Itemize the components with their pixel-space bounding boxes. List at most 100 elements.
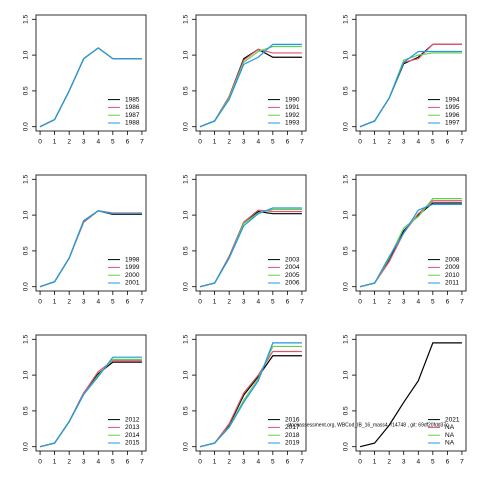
legend-label: 1994: [445, 96, 460, 103]
y-tick-label: 0.0: [23, 282, 30, 291]
x-tick-label: 1: [373, 139, 377, 146]
y-tick-label: 1.0: [183, 370, 190, 379]
x-tick-label: 2: [387, 139, 391, 146]
x-tick-label: 4: [256, 299, 260, 306]
x-tick-label: 3: [242, 139, 246, 146]
plot-frame: [35, 14, 147, 132]
legend-label: 2000: [125, 272, 140, 279]
x-tick-label: 7: [460, 139, 464, 146]
y-tick-label: 0.0: [343, 442, 350, 451]
x-tick-label: 4: [256, 139, 260, 146]
x-tick-label: 5: [111, 139, 115, 146]
legend-label: 2021: [445, 416, 460, 423]
legend-label: 1995: [445, 104, 460, 111]
x-tick-label: 4: [96, 299, 100, 306]
y-tick-label: 1.0: [23, 50, 30, 59]
y-tick-label: 1.5: [343, 174, 350, 183]
series-line: [39, 356, 142, 448]
legend-label: 2010: [445, 272, 460, 279]
x-tick-label: 6: [446, 139, 450, 146]
y-tick-label: 0.0: [23, 442, 30, 451]
x-tick-label: 7: [460, 459, 464, 466]
y-tick-label: 1.0: [343, 50, 350, 59]
footer: stockassessment.org, WBCod_IB_16_mass4, …: [287, 422, 449, 428]
plot-frame: [355, 334, 467, 452]
x-tick-label: 4: [96, 139, 100, 146]
x-tick-label: 5: [431, 299, 435, 306]
x-tick-label: 1: [213, 139, 217, 146]
y-tick-label: 1.5: [183, 334, 190, 343]
y-tick-label: 0.0: [183, 282, 190, 291]
x-tick-label: 6: [446, 459, 450, 466]
x-tick-label: 0: [38, 459, 42, 466]
x-tick-label: 6: [126, 299, 130, 306]
x-tick-label: 1: [373, 459, 377, 466]
legend-label: 1985: [125, 96, 140, 103]
x-tick-label: 4: [256, 459, 260, 466]
legend-label: NA: [445, 424, 455, 431]
y-tick-label: 1.0: [183, 50, 190, 59]
x-tick-label: 7: [140, 139, 144, 146]
y-tick-label: 0.5: [183, 86, 190, 95]
x-tick-label: 2: [67, 139, 71, 146]
legend-label: 2001: [125, 280, 140, 287]
y-tick-label: 0.5: [343, 86, 350, 95]
x-tick-label: 6: [126, 139, 130, 146]
x-tick-label: 6: [286, 459, 290, 466]
x-tick-label: 7: [300, 139, 304, 146]
legend-label: 2003: [285, 256, 300, 263]
legend-label: 1999: [125, 264, 140, 271]
x-tick-label: 0: [38, 299, 42, 306]
x-tick-label: 4: [416, 459, 420, 466]
x-tick-label: 5: [271, 139, 275, 146]
y-tick-label: 0.0: [343, 282, 350, 291]
y-tick-label: 0.0: [183, 122, 190, 131]
plot-frame: [355, 14, 467, 132]
x-tick-label: 0: [358, 139, 362, 146]
legend-label: 1992: [285, 112, 300, 119]
x-tick-label: 4: [96, 459, 100, 466]
y-tick-label: 0.5: [343, 406, 350, 415]
plot-frame: [195, 14, 307, 132]
y-tick-label: 0.0: [183, 442, 190, 451]
legend-label: 2006: [285, 280, 300, 287]
x-tick-label: 5: [111, 459, 115, 466]
x-tick-label: 7: [140, 299, 144, 306]
y-tick-label: 1.5: [23, 14, 30, 23]
legend-label: 1991: [285, 104, 300, 111]
x-tick-label: 7: [300, 459, 304, 466]
y-tick-label: 1.0: [23, 210, 30, 219]
legend-label: 2016: [285, 416, 300, 423]
y-tick-label: 1.5: [343, 14, 350, 23]
y-tick-label: 0.5: [23, 86, 30, 95]
legend-label: NA: [445, 432, 455, 439]
x-tick-label: 1: [53, 459, 57, 466]
y-tick-label: 1.5: [23, 334, 30, 343]
x-tick-label: 3: [402, 299, 406, 306]
x-tick-label: 2: [387, 299, 391, 306]
legend-label: 1998: [125, 256, 140, 263]
plot-frame: [355, 174, 467, 292]
series-line: [359, 50, 462, 128]
x-tick-label: 3: [242, 459, 246, 466]
x-tick-label: 6: [286, 299, 290, 306]
x-tick-label: 1: [213, 459, 217, 466]
plot-frame: [35, 334, 147, 452]
series-line: [199, 207, 302, 288]
x-tick-label: 4: [416, 139, 420, 146]
x-tick-label: 7: [460, 299, 464, 306]
x-tick-label: 6: [126, 459, 130, 466]
plot-frame: [35, 174, 147, 292]
x-tick-label: 6: [446, 299, 450, 306]
x-tick-label: 7: [300, 299, 304, 306]
legend-label: 2015: [125, 440, 140, 447]
series-line: [39, 47, 142, 128]
legend-label: 1990: [285, 96, 300, 103]
x-tick-label: 0: [358, 459, 362, 466]
x-tick-label: 3: [402, 139, 406, 146]
legend-label: 1986: [125, 104, 140, 111]
legend-label: 2009: [445, 264, 460, 271]
y-tick-label: 1.5: [23, 174, 30, 183]
y-tick-label: 1.5: [183, 14, 190, 23]
x-tick-label: 5: [111, 299, 115, 306]
